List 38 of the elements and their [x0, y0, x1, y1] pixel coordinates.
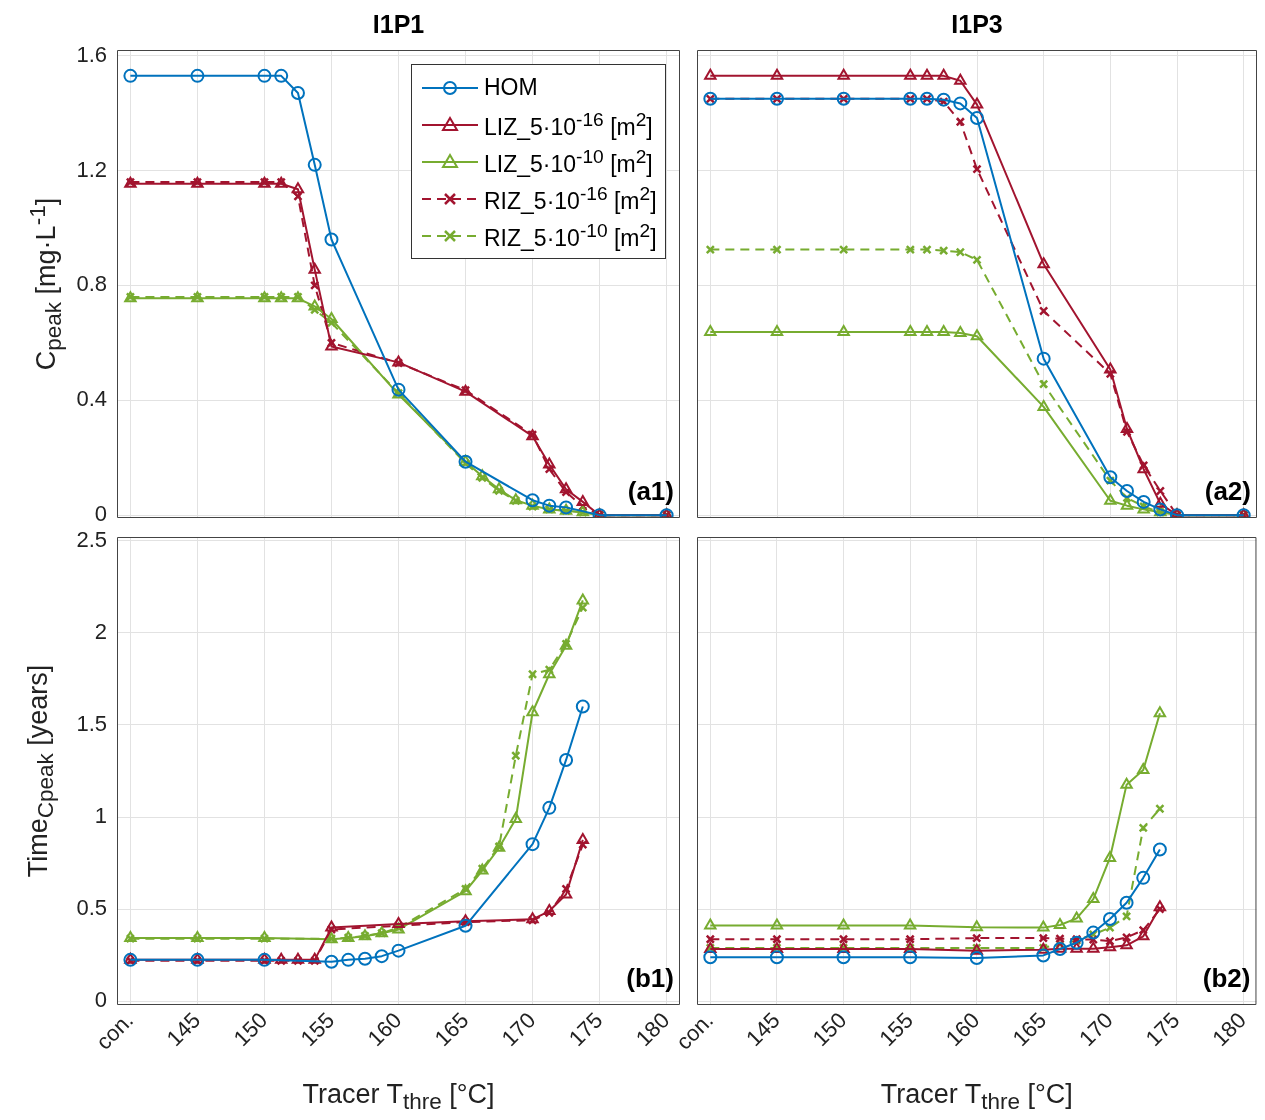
x-tick-label: 155: [295, 1007, 340, 1052]
chart-title: I1P3: [950, 10, 1004, 39]
legend-label: RIZ_5·10$^{-10}$ [m$^{2}$]: [484, 219, 657, 252]
x-axis-title: Tracer T$_{thre}$ [°C]: [879, 1079, 1074, 1116]
x-tick-label: 150: [807, 1007, 852, 1052]
y-tick-label: 1.5: [76, 711, 107, 736]
x-tick-label: 160: [362, 1007, 407, 1052]
y-tick-label: 0.4: [76, 386, 107, 412]
x-tick-label: 170: [1074, 1007, 1118, 1052]
x-tick-label: 180: [1207, 1007, 1251, 1052]
y-tick-label: 1.6: [76, 41, 107, 67]
x-tick-label: 155: [874, 1007, 918, 1052]
y-tick-label: 1: [94, 803, 107, 829]
legend-label: HOM: [484, 74, 538, 101]
legend-label: LIZ_5·10$^{-10}$ [m$^{2}$]: [484, 145, 653, 178]
annotation: (a1): [627, 476, 674, 507]
y-tick-label: 2.5: [76, 526, 107, 552]
x-tick-label: 165: [1007, 1007, 1052, 1052]
y-tick-label: 2: [94, 618, 107, 644]
x-tick-label: 170: [496, 1007, 541, 1052]
annotation: (b1): [626, 963, 674, 994]
legend-label: RIZ_5·10$^{-16}$ [m$^{2}$]: [484, 182, 657, 215]
x-axis-title: Tracer T$_{thre}$ [°C]: [301, 1079, 496, 1116]
annotation: (a2): [1204, 476, 1251, 507]
y-tick-label: 0.5: [76, 895, 107, 921]
legend-label: LIZ_5·10$^{-16}$ [m$^{2}$]: [484, 108, 653, 141]
y-tick-label: 0.8: [76, 271, 107, 297]
y-tick-label: 0: [94, 501, 107, 527]
x-tick-label: 165: [429, 1007, 474, 1052]
x-tick-label: 160: [940, 1007, 985, 1052]
x-tick-label: 145: [161, 1007, 206, 1052]
x-tick-label: 175: [563, 1007, 608, 1052]
x-tick-label: 145: [741, 1007, 785, 1052]
x-tick-label: 175: [1140, 1007, 1185, 1052]
x-tick-label: 150: [228, 1007, 273, 1052]
chart-title: I1P1: [371, 10, 426, 39]
annotation: (b2): [1202, 963, 1251, 994]
y-tick-label: 1.2: [76, 156, 107, 182]
